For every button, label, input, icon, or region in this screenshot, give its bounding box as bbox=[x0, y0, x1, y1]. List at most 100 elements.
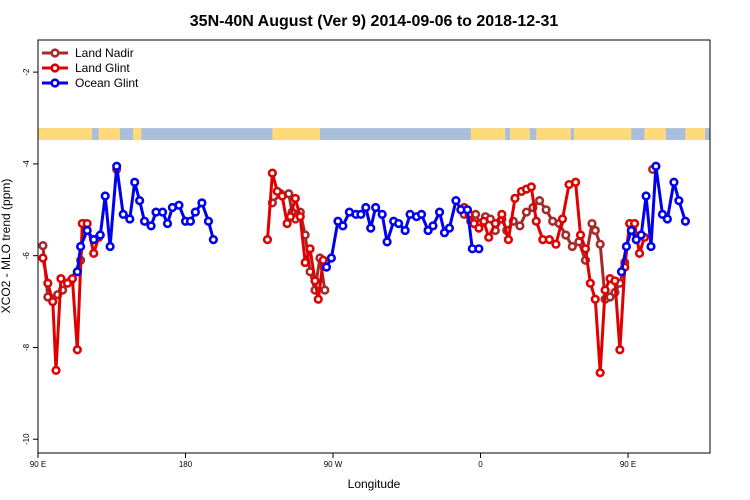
land-glint-point-18 bbox=[290, 193, 300, 203]
x-tick-label-1: 180 bbox=[179, 460, 193, 469]
ocean-glint-point-11 bbox=[135, 196, 145, 206]
ocean-glint-point-1 bbox=[76, 241, 86, 252]
land-segment-8 bbox=[644, 128, 666, 141]
x-tick-label-3: 0 bbox=[478, 460, 483, 469]
land-glint-point-49 bbox=[595, 368, 605, 378]
ocean-glint-point-55 bbox=[626, 225, 636, 236]
ocean-glint-point-34 bbox=[371, 202, 381, 213]
land-glint-point-29 bbox=[479, 216, 489, 226]
ocean-glint-point-59 bbox=[646, 241, 656, 252]
land-glint-point-45 bbox=[575, 230, 586, 240]
land-nadir-point-0 bbox=[38, 240, 48, 251]
ocean-glint-point-15 bbox=[157, 207, 168, 217]
ocean-glint-point-5 bbox=[100, 191, 110, 201]
land-nadir-point-18 bbox=[320, 285, 330, 295]
ocean-glint-point-3 bbox=[89, 235, 99, 245]
ocean-glint-point-4 bbox=[95, 230, 105, 240]
land-glint-point-24 bbox=[318, 255, 328, 265]
ocean-glint-point-0 bbox=[72, 267, 82, 277]
ocean-glint-point-28 bbox=[338, 221, 348, 231]
ocean-band bbox=[38, 128, 710, 141]
land-glint-point-37 bbox=[526, 182, 536, 192]
land-nadir-point-30 bbox=[521, 207, 532, 217]
ocean-glint-point-38 bbox=[393, 218, 404, 229]
land-segment-5 bbox=[510, 128, 530, 141]
ocean-glint-point-47 bbox=[444, 223, 454, 233]
land-glint-point-19 bbox=[295, 212, 305, 222]
land-ocean-band bbox=[38, 128, 710, 141]
series-layer bbox=[38, 161, 691, 378]
land-glint-point-0 bbox=[38, 253, 48, 263]
land-segment-1 bbox=[98, 128, 120, 141]
ocean-glint-point-65 bbox=[680, 216, 691, 226]
land-glint-point-33 bbox=[503, 235, 514, 245]
land-nadir-point-41 bbox=[590, 225, 600, 236]
ocean-glint-point-63 bbox=[669, 177, 679, 187]
ocean-glint-point-54 bbox=[621, 241, 632, 252]
x-tick-label-4: 90 E bbox=[620, 460, 636, 469]
land-segment-4 bbox=[470, 128, 506, 141]
y-tick-label-1: -4 bbox=[22, 160, 31, 168]
land-glint-point-28 bbox=[474, 223, 484, 233]
legend-label-land-glint: Land Glint bbox=[75, 61, 130, 75]
y-tick-label-3: -8 bbox=[22, 343, 31, 351]
legend-marker-land-nadir bbox=[50, 48, 60, 58]
land-glint-point-53 bbox=[615, 345, 625, 355]
ocean-glint-point-9 bbox=[125, 214, 135, 224]
land-glint-point-20 bbox=[300, 257, 310, 268]
land-glint-point-23 bbox=[313, 294, 323, 304]
land-glint-point-50 bbox=[600, 285, 610, 295]
ocean-glint-point-25 bbox=[321, 262, 332, 272]
land-glint-point-10 bbox=[89, 248, 99, 258]
ocean-glint-point-31 bbox=[356, 209, 366, 219]
ocean-glint-point-13 bbox=[146, 221, 156, 231]
ocean-glint-point-39 bbox=[400, 225, 410, 236]
land-glint-point-30 bbox=[484, 232, 494, 242]
ocean-glint-point-20 bbox=[185, 216, 196, 226]
ocean-glint-point-45 bbox=[434, 207, 445, 217]
ocean-glint-point-7 bbox=[112, 161, 122, 171]
ocean-glint-point-12 bbox=[139, 216, 150, 226]
ocean-glint-point-6 bbox=[105, 241, 115, 252]
land-glint-point-52 bbox=[610, 276, 620, 286]
land-glint-point-16 bbox=[282, 218, 292, 229]
legend-marker-ocean-glint bbox=[50, 78, 60, 88]
y-axis: -2 -4 -6 -8 -10 bbox=[22, 68, 38, 445]
land-segment-2 bbox=[133, 128, 142, 141]
land-nadir-point-32 bbox=[534, 196, 545, 206]
x-tick-label-0: 90 E bbox=[30, 460, 46, 469]
land-glint-point-47 bbox=[585, 278, 595, 288]
legend-label-ocean-glint: Ocean Glint bbox=[75, 76, 139, 90]
land-glint-point-21 bbox=[305, 244, 315, 254]
land-nadir-point-40 bbox=[587, 218, 597, 229]
ocean-glint-point-24 bbox=[208, 235, 218, 245]
land-nadir-point-42 bbox=[595, 239, 605, 249]
legend-marker-land-glint bbox=[50, 63, 60, 73]
land-glint-point-3 bbox=[51, 365, 61, 376]
land-glint-point-56 bbox=[630, 218, 640, 229]
y-tick-label-4: -10 bbox=[22, 433, 31, 445]
land-glint-point-57 bbox=[634, 248, 645, 258]
land-segment-7 bbox=[573, 128, 632, 141]
ocean-glint-point-35 bbox=[377, 209, 387, 219]
y-tick-label-2: -6 bbox=[22, 252, 31, 260]
land-glint-point-6 bbox=[67, 274, 78, 284]
ocean-glint-point-22 bbox=[197, 198, 207, 208]
land-segment-0 bbox=[38, 128, 93, 141]
land-glint-point-46 bbox=[580, 244, 591, 254]
land-glint-point-1 bbox=[43, 278, 53, 288]
ocean-glint-point-52 bbox=[474, 244, 484, 254]
land-glint-point-40 bbox=[544, 235, 554, 245]
plot-frame bbox=[37, 39, 711, 454]
land-glint-point-31 bbox=[490, 218, 500, 229]
ocean-glint-point-57 bbox=[636, 230, 646, 240]
ocean-glint-point-21 bbox=[190, 207, 200, 217]
ocean-glint-point-44 bbox=[428, 221, 438, 231]
land-glint-point-41 bbox=[551, 239, 561, 249]
land-glint-point-15 bbox=[277, 191, 287, 201]
ocean-glint-point-36 bbox=[382, 237, 392, 247]
ocean-glint-point-58 bbox=[641, 191, 651, 201]
ocean-glint-point-33 bbox=[366, 223, 376, 233]
